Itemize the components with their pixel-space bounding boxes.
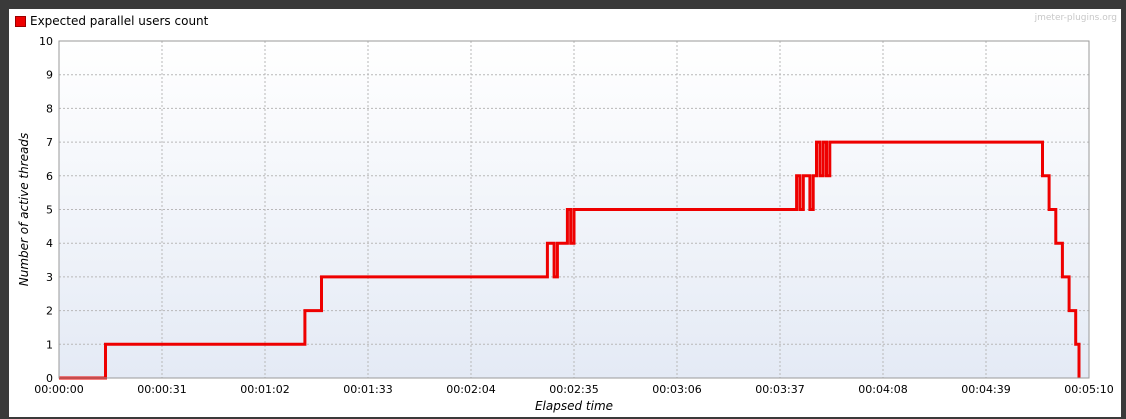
- legend-label: Expected parallel users count: [30, 14, 209, 28]
- axis-ticks: 0 1 2 3 4 5 6 7 8 9 10 00:00:00 00:00:31 00:01:02 00:0…: [34, 35, 1113, 396]
- watermark-text: jmeter-plugins.org: [1034, 13, 1117, 23]
- legend-swatch: [15, 15, 26, 27]
- y-tick-label: 1: [46, 338, 53, 351]
- y-tick-label: 4: [46, 237, 53, 250]
- axes: [58, 40, 1090, 379]
- window-top-bar: [0, 0, 1126, 8]
- x-tick-label: 00:02:04: [446, 383, 495, 396]
- x-tick-label: 00:00:00: [34, 383, 83, 396]
- y-tick-label: 6: [46, 170, 53, 183]
- x-tick-label: 00:03:06: [652, 383, 701, 396]
- x-axis-title: Elapsed time: [535, 399, 613, 413]
- series-line: [59, 140, 1081, 380]
- x-tick-label: 00:02:35: [549, 383, 598, 396]
- y-tick-label: 7: [46, 136, 53, 149]
- chart-panel: 0 1 2 3 4 5 6 7 8 9 10 00:00:00 00:00:31 00:01:02 00:0…: [9, 9, 1121, 417]
- legend: Expected parallel users count: [15, 14, 208, 28]
- y-tick-label: 10: [39, 35, 53, 48]
- plot-border: [58, 40, 1090, 379]
- series-layer: [59, 140, 1081, 380]
- y-axis-title: Number of active threads: [17, 133, 31, 287]
- x-tick-label: 00:04:39: [961, 383, 1010, 396]
- y-tick-label: 9: [46, 69, 53, 82]
- x-tick-label: 00:01:33: [343, 383, 392, 396]
- y-tick-label: 2: [46, 305, 53, 318]
- y-tick-label: 0: [46, 372, 53, 385]
- x-tick-label: 00:01:02: [240, 383, 289, 396]
- y-tick-label: 3: [46, 271, 53, 284]
- x-tick-label: 00:00:31: [137, 383, 186, 396]
- chart-svg: 0 1 2 3 4 5 6 7 8 9 10 00:00:00 00:00:31 00:01:02 00:0…: [17, 35, 1114, 413]
- x-tick-label: 00:03:37: [755, 383, 804, 396]
- x-tick-label: 00:05:10: [1064, 383, 1113, 396]
- y-tick-label: 5: [46, 204, 53, 217]
- y-tick-label: 8: [46, 102, 53, 115]
- x-tick-label: 00:04:08: [858, 383, 907, 396]
